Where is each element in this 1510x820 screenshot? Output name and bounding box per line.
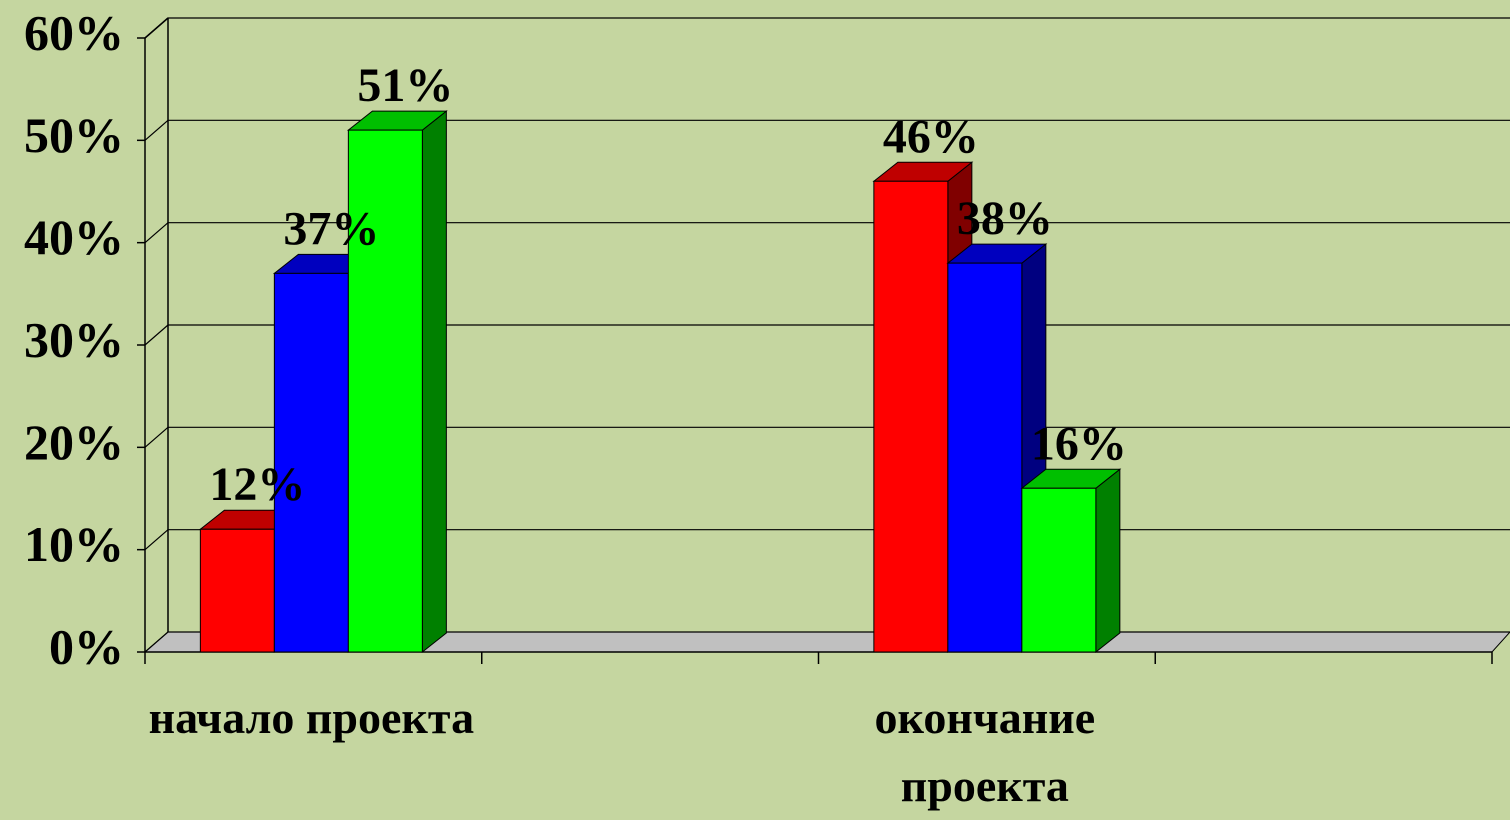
y-tick-label: 40%: [24, 209, 124, 265]
grid-line: [144, 17, 1510, 39]
y-tick-label: 50%: [24, 107, 124, 163]
bar-side: [421, 110, 447, 654]
grid-line: [144, 222, 1510, 244]
data-label: 38%: [957, 192, 1053, 245]
bar-front: [947, 262, 1023, 653]
bar-front: [873, 180, 949, 653]
data-label: 37%: [283, 202, 379, 255]
bar: [346, 110, 448, 654]
data-label: 16%: [1031, 417, 1127, 470]
bar-side: [1095, 468, 1121, 654]
x-tick-label: окончание проекта: [874, 692, 1096, 811]
x-tick-label: начало проекта: [148, 692, 475, 743]
grid-line: [144, 426, 1510, 448]
y-tick-label: 30%: [24, 311, 124, 367]
grid-line: [144, 119, 1510, 141]
data-label: 46%: [883, 110, 979, 163]
bar: [1020, 468, 1122, 654]
y-tick-label: 0%: [49, 618, 124, 674]
y-tick-label: 60%: [24, 4, 124, 60]
data-label: 51%: [357, 59, 453, 112]
bar-front: [199, 528, 275, 653]
y-tick-label: 20%: [24, 414, 124, 470]
y-tick-label: 10%: [24, 516, 124, 572]
bar-front: [347, 129, 423, 653]
grid-line: [144, 324, 1510, 346]
data-label: 12%: [209, 458, 305, 511]
bar-front: [1021, 487, 1097, 653]
